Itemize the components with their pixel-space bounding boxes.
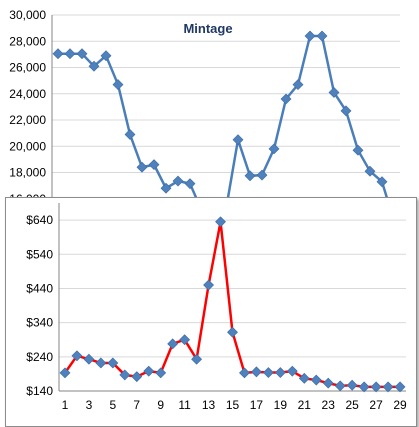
mintage-point [160,182,172,194]
chart-title-box [176,17,240,39]
price-point [394,381,406,393]
mintage-point [364,165,376,177]
price-point [358,381,370,393]
price-point [251,366,262,378]
x-tick-label: 3 [86,398,93,412]
x-tick-label: 21 [298,398,312,412]
mintage-series-markers [52,30,399,220]
price-point [215,216,226,228]
x-tick-label: 23 [322,398,336,412]
x-tick-label: 13 [202,398,216,412]
price-point [179,334,191,346]
x-tick-label: 27 [369,398,383,412]
x-tick-label: 29 [393,398,407,412]
x-tick-label: 7 [133,398,140,412]
mintage-point [316,30,328,42]
x-tick-label: 11 [178,398,191,412]
mintage-point [256,169,268,181]
price-point [227,326,238,338]
price-point [310,374,322,386]
mintage-point [124,129,136,140]
x-tick-label: 5 [110,398,117,412]
mintage-point [112,79,124,90]
price-point [155,367,167,379]
mintage-line [58,34,395,220]
price-point [59,367,71,379]
price-x-axis-ticks: 1 3 5 7 9 11 13 15 17 19 21 23 25 27 29 [62,398,407,412]
mintage-point [100,50,112,62]
x-tick-label: 17 [250,398,264,412]
y-tick-label: $340 [26,316,53,330]
price-point [191,353,203,365]
x-tick-label: 25 [345,398,359,412]
price-y-axis-ticks: $640 $540 $440 $340 $240 $140 [26,213,53,398]
price-point [382,381,394,393]
price-point [239,367,250,379]
mintage-chart: 30,000 28,000 26,000 24,000 22,000 20,000 18,0… [9,8,400,220]
price-chart: $640$540$440$340$240$140 1 3 5 7 9 11 13 15 17 19… [26,203,407,412]
y-tick-label: 26,000 [9,61,46,75]
price-point [334,380,346,392]
y-tick-label: $640 [26,213,53,227]
y-tick-label: $140 [26,384,53,398]
price-point [274,367,286,378]
price-series-markers [59,216,406,393]
mintage-point [88,60,100,72]
x-tick-label: 19 [274,398,288,412]
price-point [83,353,95,365]
y-tick-label: $440 [26,281,53,295]
price-chart-panel: $640 $540 $440 $340 $240 $140 1 3 5 7 9 11 13 15 17 19… [5,197,417,427]
price-point [322,377,334,389]
price-point [71,350,83,362]
price-point [95,357,107,369]
price-point [143,365,155,377]
price-point [119,369,131,381]
y-tick-label: 20,000 [9,139,46,153]
chart-title: Mintage [183,21,232,36]
mintage-point [352,144,364,156]
mintage-series-line [58,34,395,220]
price-point [298,372,310,384]
price-point [203,279,214,291]
price-point [370,381,382,393]
price-point [107,357,119,369]
mintage-point [52,48,64,60]
mintage-point [172,175,184,187]
mintage-y-axis-ticks: 30,000 28,000 26,000 24,000 22,000 20,000 18,0… [9,8,46,206]
price-point [131,371,143,383]
mintage-point [304,30,316,42]
y-tick-label: 30,000 [9,8,46,22]
price-point [286,365,298,377]
x-tick-label: 9 [157,398,164,412]
mintage-point [328,87,340,98]
x-tick-label: 15 [226,398,240,412]
mintage-point [76,48,88,60]
mintage-point [268,143,280,155]
mintage-point [136,161,148,173]
mintage-point [244,170,256,182]
price-point [262,367,274,378]
y-tick-label: 18,000 [9,166,46,180]
y-tick-label: $540 [26,247,53,261]
price-point [167,338,179,350]
y-tick-label: 22,000 [9,113,46,127]
mintage-point [184,178,196,190]
price-point [346,379,358,391]
y-tick-label: $240 [26,350,53,364]
mintage-point [292,79,304,90]
mintage-point [64,48,76,60]
y-tick-label: 24,000 [9,87,46,101]
mintage-point [340,105,352,117]
mintage-point [232,134,244,146]
mintage-point [280,93,292,105]
mintage-point [376,176,388,188]
x-tick-label: 1 [62,398,69,412]
y-tick-label: 28,000 [9,34,46,48]
mintage-point [148,159,160,171]
